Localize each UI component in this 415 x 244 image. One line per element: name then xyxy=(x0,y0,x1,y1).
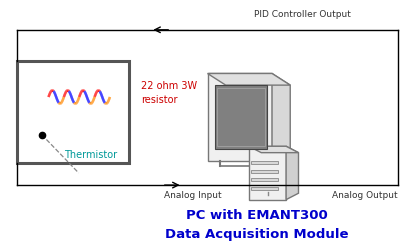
Text: resistor: resistor xyxy=(142,95,178,105)
Text: Analog Input: Analog Input xyxy=(164,192,222,201)
Text: 22 ohm 3W: 22 ohm 3W xyxy=(142,81,198,91)
Text: PID Controller Output: PID Controller Output xyxy=(254,10,351,19)
Polygon shape xyxy=(286,146,298,200)
Text: Thermistor: Thermistor xyxy=(64,150,117,160)
Text: Data Acquisition Module: Data Acquisition Module xyxy=(166,228,349,241)
Text: Analog Output: Analog Output xyxy=(332,192,398,201)
Bar xyxy=(251,187,278,190)
Polygon shape xyxy=(249,146,286,200)
Polygon shape xyxy=(208,73,272,161)
Polygon shape xyxy=(249,146,298,153)
Bar xyxy=(251,170,278,173)
Bar xyxy=(251,161,278,164)
Polygon shape xyxy=(272,73,290,171)
Polygon shape xyxy=(208,73,290,85)
Polygon shape xyxy=(215,85,267,149)
Bar xyxy=(251,178,278,182)
Polygon shape xyxy=(217,88,266,146)
Bar xyxy=(17,61,129,163)
Text: PC with EMANT300: PC with EMANT300 xyxy=(186,209,328,222)
